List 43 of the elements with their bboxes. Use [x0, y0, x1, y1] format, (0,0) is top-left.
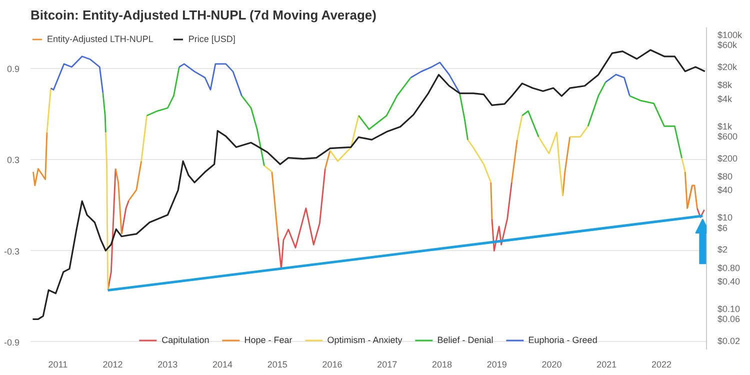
y2-tick-label: $10: [718, 212, 733, 223]
y2-tick-label: $200: [718, 153, 738, 164]
x-tick-label: 2015: [267, 360, 288, 370]
x-tick-label: 2016: [322, 360, 342, 370]
y2-tick-label: $0.80: [718, 262, 740, 273]
x-tick-label: 2022: [651, 360, 672, 370]
y2-tick-label: $100k: [718, 30, 743, 40]
y-tick-label: -0.3: [4, 246, 20, 256]
y2-tick-label: $20k: [718, 62, 738, 72]
y2-tick-label: $0.40: [718, 276, 740, 287]
legend-label: Optimism - Anxiety: [327, 335, 402, 345]
legend-label: Capitulation: [162, 335, 210, 345]
legend-label: Hope - Fear: [244, 335, 292, 345]
y2-tick-label: $60k: [718, 40, 738, 50]
y2-tick-label: $0.10: [718, 304, 740, 314]
y2-tick-label: $6: [718, 222, 728, 233]
legend-label: Price [USD]: [188, 34, 236, 44]
y-tick-label: 0.9: [6, 64, 20, 74]
y2-tick-label: $8k: [718, 80, 733, 90]
y2-tick-label: $0.06: [718, 314, 740, 324]
y2-tick-label: $1k: [718, 121, 733, 132]
y-tick-label: -0.9: [4, 337, 20, 348]
y2-tick-label: $600: [718, 131, 738, 142]
x-tick-label: 2020: [542, 360, 562, 370]
legend-label: Belief - Denial: [437, 335, 494, 345]
y2-tick-label: $2: [718, 244, 728, 255]
x-tick-label: 2013: [158, 360, 178, 370]
x-tick-label: 2018: [432, 360, 452, 370]
x-tick-label: 2011: [48, 360, 68, 370]
x-tick-label: 2014: [212, 360, 233, 370]
y2-tick-label: $80: [718, 171, 733, 182]
legend-title: Entity-Adjusted LTH-NUPL: [47, 34, 154, 44]
x-tick-label: 2019: [486, 360, 507, 370]
legend-label: Euphoria - Greed: [528, 335, 598, 345]
y2-tick-label: $40: [718, 185, 733, 196]
chart-title: Bitcoin: Entity-Adjusted LTH-NUPL (7d Moving Average): [30, 8, 376, 22]
y2-tick-label: $4k: [718, 94, 733, 104]
x-tick-label: 2021: [596, 360, 617, 370]
y2-tick-label: $0.02: [718, 336, 740, 346]
y-tick-label: 0.3: [6, 155, 20, 166]
x-tick-label: 2017: [377, 360, 398, 370]
line-series: [32, 49, 706, 320]
x-tick-label: 2012: [102, 360, 123, 370]
